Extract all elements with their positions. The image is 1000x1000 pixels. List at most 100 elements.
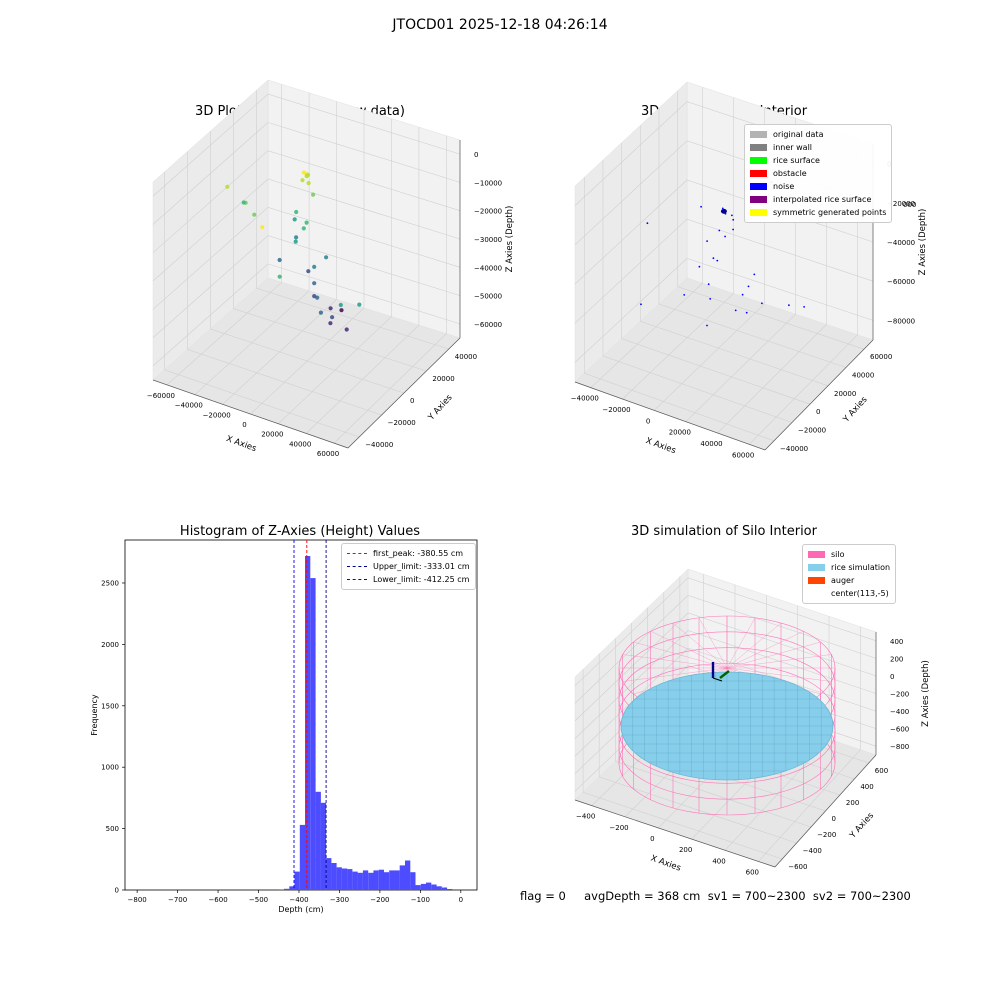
p1-y-tick-label: 20000	[432, 375, 454, 383]
histogram-bar	[347, 869, 353, 890]
p4-grid-z	[574, 595, 877, 704]
legend-color-swatch	[750, 183, 767, 190]
legend-line-swatch	[347, 566, 367, 567]
p1-grid-x	[305, 127, 420, 434]
p2-noise-point	[698, 265, 701, 268]
p4-grid-x	[758, 626, 861, 862]
p1-grid-z	[152, 235, 461, 338]
p2-grid-y	[583, 177, 775, 442]
histogram-bar	[399, 865, 405, 890]
p2-noise-point	[788, 304, 790, 307]
legend-label: symmetric generated points	[773, 208, 887, 217]
p4-x-tick-label: −400	[576, 813, 595, 821]
p4-y-tick-label: −600	[788, 863, 807, 871]
histogram-y-tick-label: 500	[106, 825, 119, 833]
p2-y-tick-label: −20000	[798, 427, 826, 435]
p1-data-point	[241, 200, 246, 205]
p2-z-tick-label: −20000	[887, 200, 915, 208]
p4-silo-lid-spoke	[622, 667, 728, 682]
histogram-bar	[289, 886, 295, 890]
legend-entry: inner wall	[750, 141, 886, 154]
p2-x-tick-label: 60000	[732, 451, 754, 459]
p2-noise-point	[803, 306, 805, 308]
p2-noise-point	[724, 235, 726, 238]
p2-x-tick-label: 40000	[700, 440, 722, 448]
p2-noise-point	[640, 303, 642, 306]
p1-data-point	[292, 217, 297, 222]
p2-y-tick-label: 20000	[834, 390, 856, 398]
p2-noise-point	[721, 207, 724, 210]
histogram-bar	[294, 871, 300, 890]
p2-noise-point	[753, 273, 756, 276]
p2-noise-point	[700, 205, 702, 208]
histogram-bar	[336, 867, 342, 890]
legend-entry: center(113,-5)	[808, 587, 890, 600]
p1-z-tick-label: −40000	[474, 264, 502, 272]
p2-noise-point	[706, 240, 708, 243]
p1-x-axis-line	[152, 379, 349, 449]
p2-x-axis-line	[574, 381, 766, 451]
p1-grid-z	[152, 178, 461, 282]
p1-z-tick-label: −10000	[474, 179, 502, 187]
histogram-bar	[368, 872, 374, 890]
p2-grid-z	[574, 218, 874, 324]
histogram-y-tick-label: 1500	[101, 702, 119, 710]
p4-grid-y	[598, 653, 797, 844]
p1-data-point	[339, 308, 344, 313]
p4-x-tick-label: 0	[650, 835, 654, 843]
p1-data-point	[277, 257, 282, 263]
histogram-bar	[378, 869, 384, 890]
legend-label: rice surface	[773, 156, 820, 165]
p2-noise-point	[732, 228, 734, 231]
p4-x-axis-line	[574, 799, 776, 868]
legend-color-swatch	[750, 170, 767, 177]
p4-silo-lid-spoke	[633, 641, 728, 669]
p4-y-tick-label: −200	[817, 831, 836, 839]
histogram-bar	[331, 863, 337, 890]
legend-label: rice simulation	[831, 563, 891, 572]
p1-data-point	[301, 226, 306, 231]
p4-grid-z	[574, 630, 877, 739]
p2-y-tick-label: −40000	[780, 445, 808, 453]
histogram-bar	[352, 871, 358, 890]
legend-label: Lower_limit: -412.25 cm	[373, 575, 470, 584]
p4-y-tick-label: 400	[860, 783, 873, 791]
p4-y-direction-marker	[719, 670, 730, 679]
p4-x-tick-label: −200	[609, 824, 628, 832]
p4-silo-lid-spoke	[672, 622, 728, 669]
legend-line-swatch	[347, 579, 367, 580]
p1-y-tick-label: −40000	[365, 441, 393, 449]
histogram-x-tick-label: −500	[249, 896, 268, 904]
histogram-y-tick-label: 2500	[101, 579, 119, 587]
p1-x-tick-label: 20000	[261, 431, 283, 439]
legend-label: first_peak: -380.55 cm	[373, 549, 464, 558]
p1-x-axis-label: X Axies	[225, 434, 258, 454]
p1-data-point	[300, 178, 305, 183]
histogram-bar	[341, 868, 348, 890]
p1-z-axis-label: Z Axies (Depth)	[505, 206, 515, 273]
histogram-bar	[436, 886, 442, 890]
p4-silo-lid-spoke	[622, 654, 728, 669]
p1-x-tick-label: 40000	[289, 440, 311, 448]
p4-silo-lid-spoke	[650, 631, 728, 669]
p1-data-point	[294, 235, 299, 240]
legend-entry: silo	[808, 548, 890, 561]
p4-y-tick-label: 600	[875, 767, 888, 775]
p4-z-tick-label: 200	[890, 655, 903, 663]
simulation-legend: silo rice simulation auger center(113,-5)	[802, 544, 897, 604]
p1-x-tick-label: −20000	[203, 411, 231, 419]
p1-y-axis-line	[347, 337, 461, 449]
histogram-bar	[405, 860, 411, 890]
p1-data-point	[312, 294, 317, 299]
legend-color-swatch	[808, 577, 825, 584]
p4-y-tick-label: 0	[832, 815, 836, 823]
p2-noise-cluster	[720, 208, 727, 214]
p4-z-axis-label: Z Axies (Depth)	[921, 660, 931, 727]
p1-grid-x	[333, 135, 447, 444]
p2-z-tick-label: −40000	[887, 239, 915, 247]
legend-label: obstacle	[773, 169, 807, 178]
p4-z-tick-label: 400	[890, 638, 903, 646]
p1-x-tick-label: 60000	[317, 450, 339, 458]
histogram-bar	[420, 883, 427, 890]
